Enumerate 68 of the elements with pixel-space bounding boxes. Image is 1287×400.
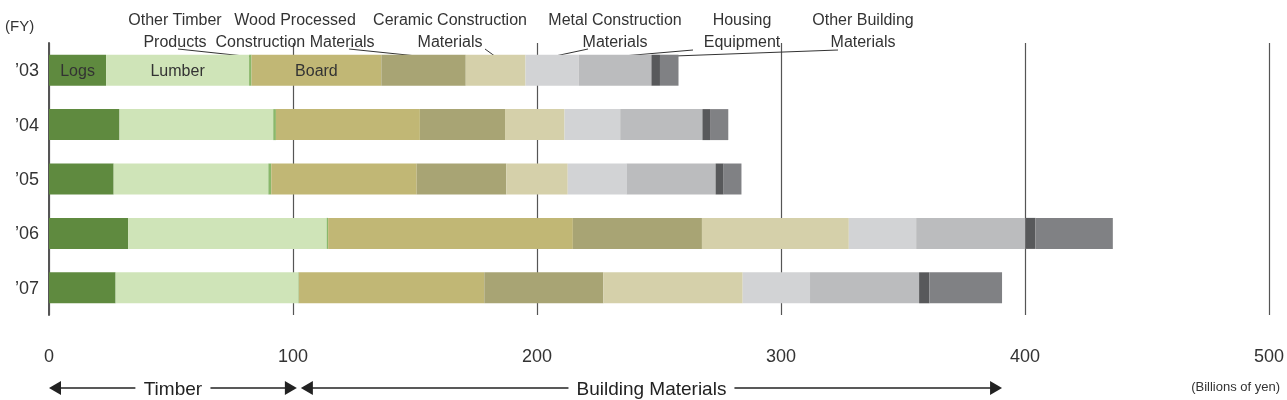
bar bbox=[484, 272, 604, 304]
bar bbox=[465, 54, 526, 86]
text: Building Materials bbox=[576, 378, 727, 399]
bar bbox=[381, 54, 466, 86]
bar bbox=[1035, 217, 1113, 249]
bar bbox=[273, 109, 276, 141]
y-tick-label: ’07 bbox=[14, 277, 39, 298]
x-tick-label: 400 bbox=[1009, 346, 1041, 366]
bar bbox=[298, 272, 485, 304]
bar bbox=[564, 109, 621, 141]
bar bbox=[916, 217, 1026, 249]
series-label: Logs bbox=[60, 61, 95, 79]
bar bbox=[419, 109, 506, 141]
text: Other Building Materials bbox=[812, 10, 914, 50]
x-tick-label: 0 bbox=[43, 346, 55, 366]
bar bbox=[328, 217, 573, 249]
bar bbox=[572, 217, 702, 249]
bar bbox=[49, 109, 120, 141]
y-axis-title: (FY) bbox=[5, 17, 35, 34]
bar bbox=[929, 272, 1003, 304]
bar bbox=[603, 272, 743, 304]
bar bbox=[810, 272, 920, 304]
bar bbox=[113, 163, 269, 195]
bar bbox=[620, 109, 703, 141]
text: Housing Equipment bbox=[703, 10, 781, 50]
bar bbox=[128, 217, 327, 249]
bar bbox=[919, 272, 930, 304]
series-label: Ceramic Construction Materials bbox=[373, 10, 527, 50]
y-tick-label: ’03 bbox=[14, 60, 39, 81]
bar bbox=[578, 54, 652, 86]
bar bbox=[249, 54, 252, 86]
bar bbox=[49, 163, 114, 195]
y-tick-label: ’06 bbox=[14, 223, 39, 244]
bar bbox=[268, 163, 272, 195]
bar bbox=[701, 217, 849, 249]
bar bbox=[106, 54, 250, 86]
bar bbox=[251, 54, 382, 86]
bar bbox=[275, 109, 420, 141]
text: Timber bbox=[143, 378, 203, 399]
series-label: Board bbox=[295, 61, 338, 79]
bar bbox=[848, 217, 917, 249]
bar bbox=[49, 272, 116, 304]
bar bbox=[567, 163, 627, 195]
bar bbox=[626, 163, 716, 195]
y-tick-label: ’04 bbox=[14, 114, 39, 135]
y-tick-label: ’05 bbox=[14, 169, 39, 189]
bar bbox=[49, 217, 129, 249]
series-label: Lumber bbox=[150, 61, 206, 79]
bar bbox=[271, 163, 417, 195]
x-tick-label: 500 bbox=[1253, 346, 1285, 366]
bar bbox=[723, 163, 742, 195]
x-tick-label: 300 bbox=[765, 346, 797, 366]
bar bbox=[506, 163, 568, 195]
bar bbox=[505, 109, 565, 141]
x-tick-label: 100 bbox=[277, 346, 309, 366]
bar bbox=[115, 272, 299, 304]
bar bbox=[651, 54, 660, 86]
bar bbox=[659, 54, 679, 86]
bar bbox=[416, 163, 507, 195]
series-label: Metal Construction Materials bbox=[548, 10, 682, 50]
bar bbox=[119, 109, 274, 141]
bar bbox=[742, 272, 811, 304]
x-tick-label: 200 bbox=[521, 346, 553, 366]
x-axis-title: (Billions of yen) bbox=[1191, 379, 1280, 394]
bar bbox=[702, 109, 711, 141]
bar bbox=[710, 109, 729, 141]
bar bbox=[715, 163, 724, 195]
bar bbox=[525, 54, 579, 86]
